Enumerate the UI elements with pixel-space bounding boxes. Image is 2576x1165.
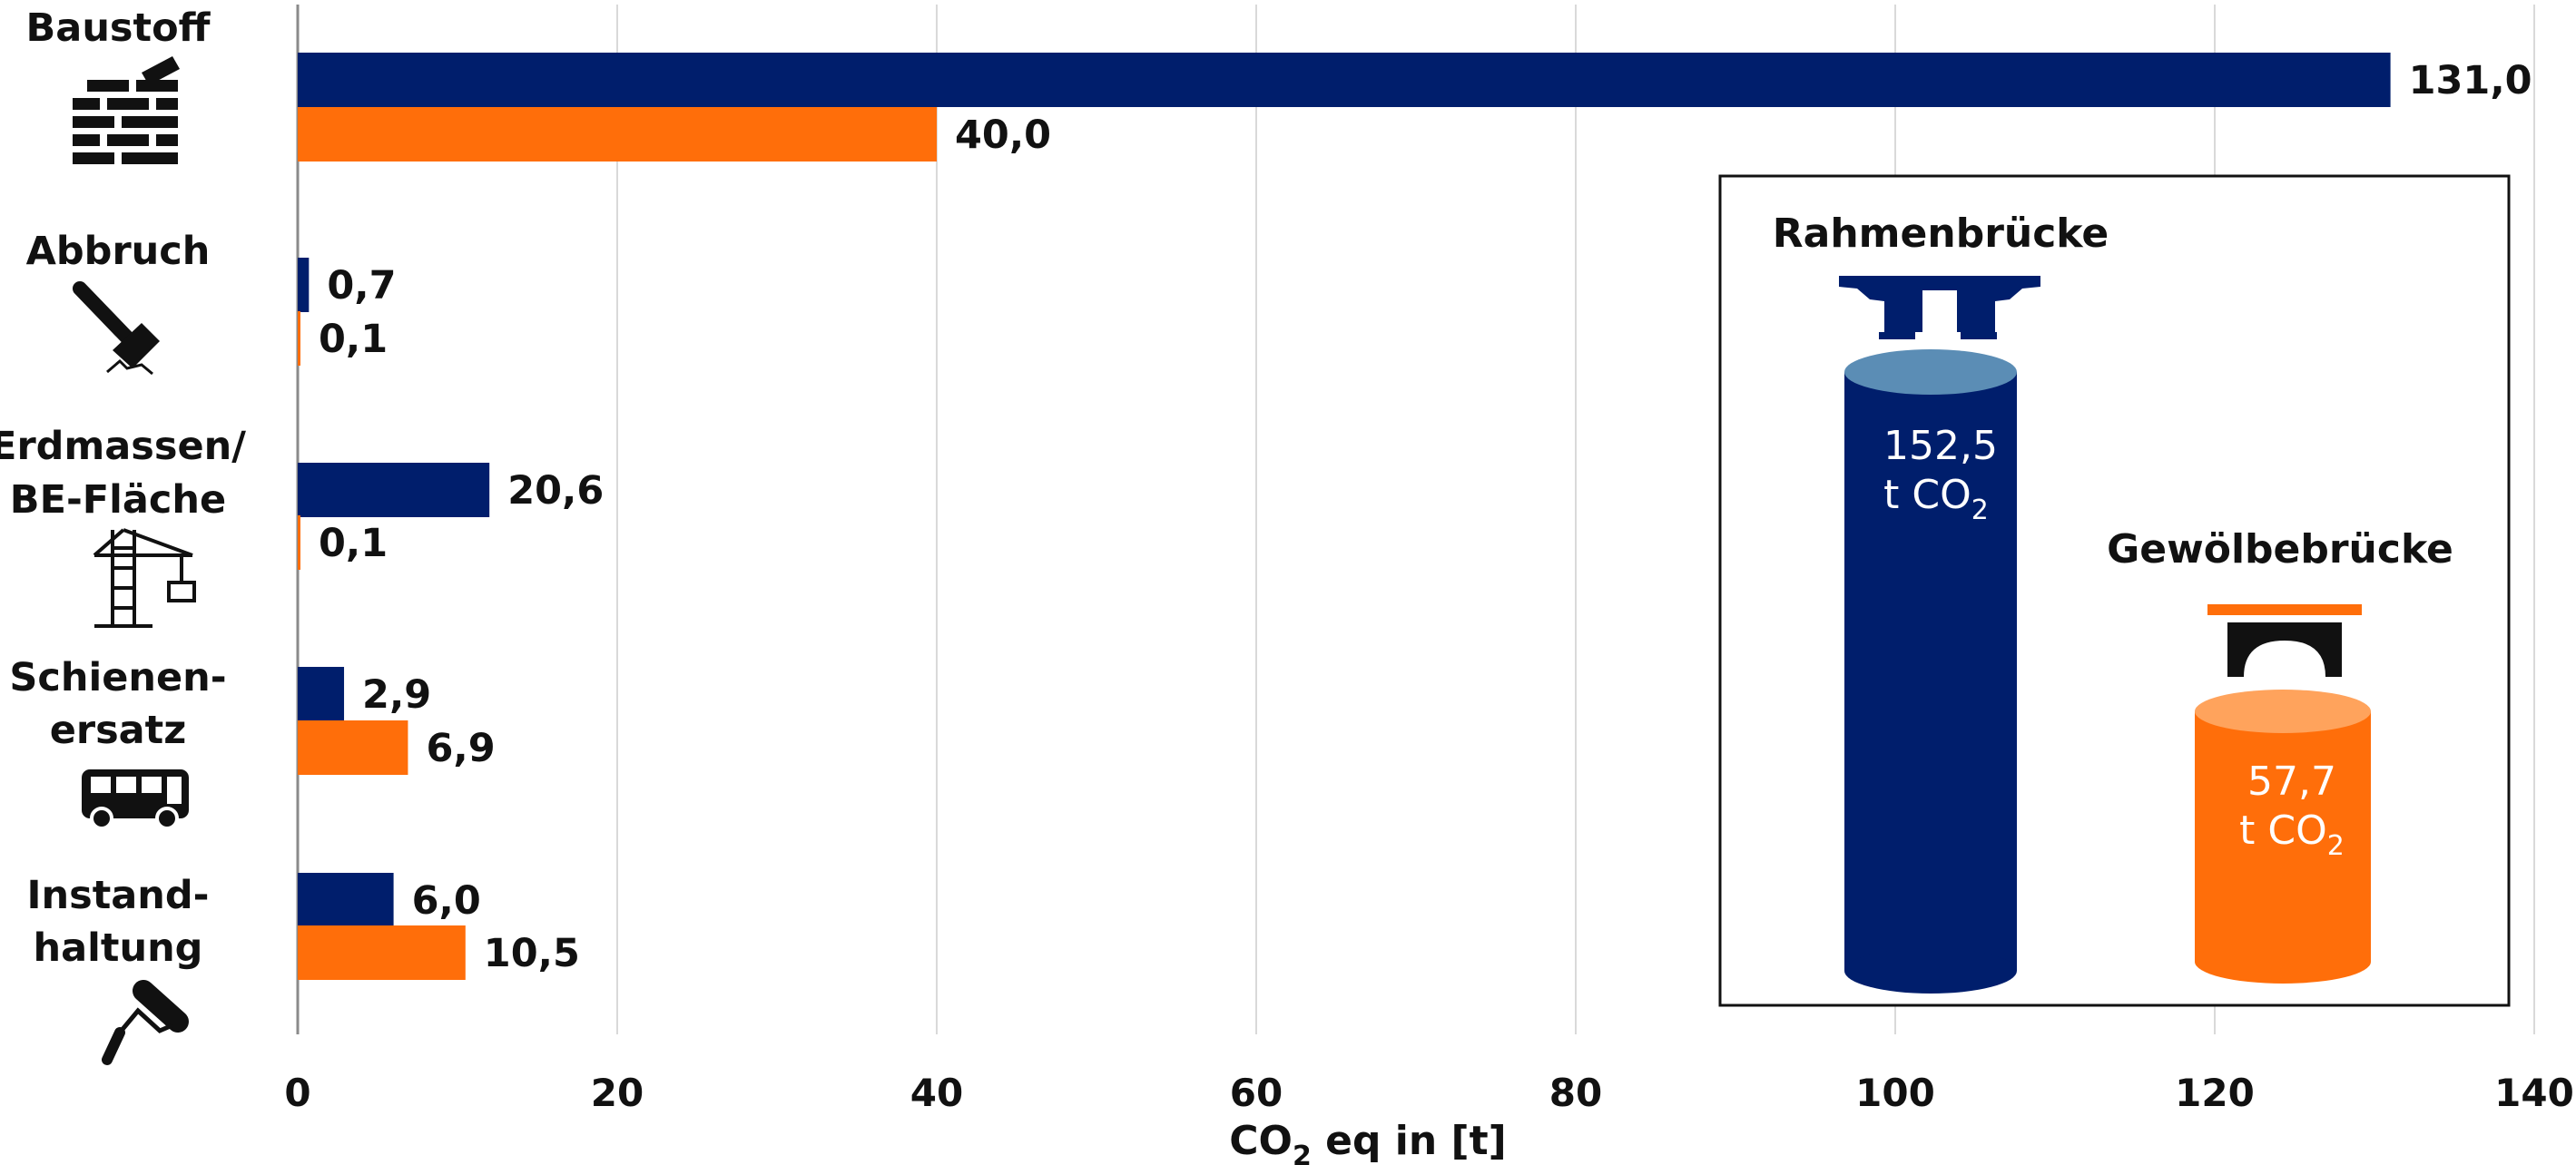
bar-value-label: 6,9: [426, 726, 495, 771]
inset-frame: [1718, 174, 2511, 1007]
bar: [298, 667, 345, 721]
value-rahmenbruecke: 152,5: [1883, 423, 1998, 469]
bricks-icon: [73, 56, 180, 164]
bar: [298, 720, 408, 775]
cylinder-gewoelbebruecke: [2195, 690, 2371, 984]
x-tick-label: 40: [910, 1071, 963, 1115]
bar: [298, 107, 937, 162]
bar: [298, 258, 310, 312]
crane-icon: [93, 528, 196, 628]
x-tick-label: 140: [2494, 1071, 2574, 1115]
bar: [298, 515, 300, 570]
bars: [298, 53, 2391, 980]
x-tick-label: 80: [1549, 1071, 1602, 1115]
bar-value-label: 0,7: [327, 263, 396, 308]
bus-icon: [82, 769, 189, 830]
cylinder-rahmenbruecke: [1844, 349, 2017, 994]
bar-value-label: 6,0: [412, 878, 481, 924]
bar-value-label: 40,0: [955, 113, 1051, 158]
unit-gewoelbebruecke: t CO2: [2239, 808, 2345, 862]
bar-value-label: 131,0: [2409, 58, 2532, 103]
category-label: Erdmassen/BE-Fläche: [0, 424, 246, 523]
value-gewoelbebruecke: 57,7: [2247, 759, 2336, 805]
bar: [298, 463, 490, 517]
bar: [298, 53, 2391, 107]
inset-panel: Rahmenbrücke 152,5 t CO2 Gewölbebrücke 5…: [1718, 174, 2511, 1007]
bar: [298, 311, 300, 366]
x-tick-label: 120: [2175, 1071, 2255, 1115]
category-label: Baustoff: [26, 5, 211, 51]
hammer-icon: [73, 281, 160, 376]
inset-title-gewoelbebruecke: Gewölbebrücke: [2107, 526, 2453, 573]
arch-bridge-icon: [2207, 604, 2362, 677]
bar-value-label: 20,6: [507, 468, 604, 514]
x-axis-label: CO2 eq in [t]: [1229, 1118, 1507, 1165]
x-tick-label: 20: [591, 1071, 644, 1115]
bar: [298, 873, 394, 927]
bar-value-label: 0,1: [319, 521, 388, 566]
paint-roller-icon: [102, 980, 189, 1065]
bar: [298, 925, 466, 980]
data-labels: 131,0 0,7 20,6 2,9 6,0 40,0 0,1 0,1 6,9 10,5: [319, 58, 2532, 976]
x-tick-label: 60: [1230, 1071, 1283, 1115]
inset-title-rahmenbruecke: Rahmenbrücke: [1773, 210, 2109, 257]
bar-value-label: 2,9: [362, 672, 431, 718]
category-labels: Baustoff Abbruch Erdmassen/BE-Fläche Schien…: [0, 5, 246, 971]
x-tick-label: 0: [284, 1071, 310, 1115]
category-label: Schienen-ersatz: [9, 655, 226, 753]
frame-bridge-icon: [1839, 276, 2040, 339]
bar-value-label: 0,1: [319, 317, 388, 362]
unit-rahmenbruecke: t CO2: [1883, 472, 1989, 526]
category-label: Abbruch: [26, 229, 211, 274]
x-tick-labels: 0 20 40 60 80 100 120 140: [284, 1071, 2573, 1115]
category-label: Instand-haltung: [26, 873, 209, 971]
x-tick-label: 100: [1855, 1071, 1935, 1115]
bar-value-label: 10,5: [484, 931, 580, 976]
